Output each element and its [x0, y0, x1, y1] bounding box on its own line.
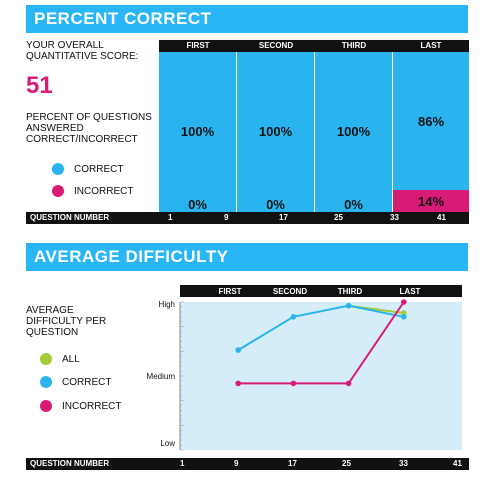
overall-score: 51 [26, 72, 53, 99]
ad-series-incorrect-point [290, 380, 297, 387]
first-incorrect-pct: 0% [188, 197, 207, 212]
pc-tick-9: 9 [224, 213, 229, 222]
first-correct-bar [159, 52, 236, 212]
all-dot-icon [40, 353, 52, 365]
ad-series-incorrect-point [345, 380, 352, 387]
pc-question-number-bar: QUESTION NUMBER 1 9 17 25 33 41 [26, 212, 469, 224]
ad-series-correct-point [235, 347, 241, 353]
ad-tick-41: 41 [453, 459, 462, 468]
last-incorrect-bar [393, 190, 469, 212]
pc-header-second: SECOND [258, 41, 294, 50]
legend-incorrect-2: INCORRECT [40, 400, 121, 412]
ad-header-second: SECOND [273, 287, 307, 296]
ad-question-number-label: QUESTION NUMBER [30, 459, 110, 468]
ad-series-correct-point [401, 314, 407, 320]
pc-header-third: THIRD [341, 41, 367, 50]
last-incorrect-pct: 14% [417, 194, 445, 209]
ad-y-label-high: High [159, 300, 175, 309]
ad-section-header [180, 285, 462, 297]
pc-header-last: LAST [420, 41, 442, 50]
ad-series-correct-line [237, 304, 404, 351]
section-third-column: 100% 0% [315, 52, 393, 212]
first-correct-pct: 100% [180, 124, 215, 139]
ad-y-label-medium: Medium [147, 372, 176, 381]
ad-header-first: FIRST [218, 287, 241, 296]
legend-incorrect: INCORRECT [52, 185, 133, 197]
legend-correct-label-2: CORRECT [62, 376, 112, 388]
percent-correct-chart: 100% 0% 100% 0% 100% 0% 86% 14% [159, 52, 469, 212]
ad-series-correct-point [345, 302, 352, 309]
percent-label: PERCENT OF QUESTIONS ANSWERED CORRECT/IN… [26, 112, 152, 145]
ad-series-incorrect-point [401, 299, 407, 305]
legend-incorrect-label: INCORRECT [74, 185, 134, 197]
legend-correct-label: CORRECT [74, 163, 124, 175]
second-incorrect-pct: 0% [266, 197, 285, 212]
ad-y-label-low: Low [160, 439, 175, 448]
pc-tick-41: 41 [437, 213, 446, 222]
incorrect-dot-icon-2 [40, 400, 52, 412]
pc-tick-25: 25 [334, 213, 343, 222]
ad-header-last: LAST [400, 287, 421, 296]
legend-correct-2: CORRECT [40, 376, 111, 388]
percent-correct-title: PERCENT CORRECT [34, 9, 212, 28]
ad-tick-25: 25 [342, 459, 351, 468]
ad-tick-17: 17 [288, 459, 297, 468]
last-correct-pct: 86% [417, 114, 445, 129]
pc-question-number-label: QUESTION NUMBER [30, 213, 110, 222]
legend-all-label: ALL [62, 353, 80, 365]
pc-section-header: FIRST SECOND THIRD LAST [159, 40, 469, 52]
correct-dot-icon-2 [40, 376, 52, 388]
ad-tick-1: 1 [180, 459, 185, 468]
third-incorrect-pct: 0% [344, 197, 363, 212]
ad-tick-33: 33 [399, 459, 408, 468]
average-difficulty-chart: FIRST SECOND THIRD LAST High Medium Low [147, 285, 462, 451]
legend-all: ALL [40, 353, 80, 365]
ad-series-incorrect-point [235, 380, 241, 387]
ad-tick-9: 9 [234, 459, 239, 468]
pc-tick-1: 1 [168, 213, 173, 222]
pc-header-first: FIRST [186, 41, 210, 50]
section-last-column: 86% 14% [393, 52, 469, 212]
correct-dot-icon [52, 163, 64, 175]
average-difficulty-title: AVERAGE DIFFICULTY [34, 247, 229, 266]
ad-series-correct-point [290, 314, 297, 320]
section-first-column: 100% 0% [159, 52, 237, 212]
second-correct-bar [237, 52, 314, 212]
third-correct-pct: 100% [336, 124, 371, 139]
section-second-column: 100% 0% [237, 52, 315, 212]
ad-plot-area [180, 302, 462, 450]
difficulty-label: AVERAGE DIFFICULTY PER QUESTION [26, 305, 107, 338]
incorrect-dot-icon [52, 185, 64, 197]
second-correct-pct: 100% [258, 124, 293, 139]
percent-correct-banner: PERCENT CORRECT [26, 5, 468, 33]
average-difficulty-banner: AVERAGE DIFFICULTY [26, 243, 468, 271]
third-correct-bar [315, 52, 392, 212]
score-label: YOUR OVERALL QUANTITATIVE SCORE: [26, 40, 139, 62]
legend-incorrect-label-2: INCORRECT [62, 400, 122, 412]
ad-header-third: THIRD [338, 287, 363, 296]
ad-question-number-bar: QUESTION NUMBER 1 9 17 25 33 41 [26, 458, 469, 470]
legend-correct: CORRECT [52, 163, 123, 175]
pc-tick-17: 17 [279, 213, 288, 222]
pc-tick-33: 33 [390, 213, 399, 222]
last-correct-bar [393, 52, 469, 190]
ad-series-incorrect-line [238, 301, 405, 385]
